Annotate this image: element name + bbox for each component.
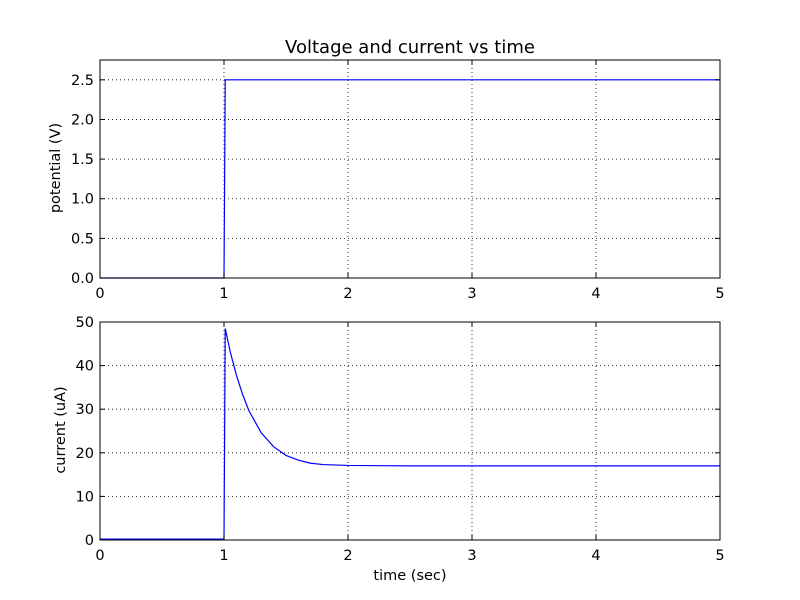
- current-axes-frame: [99, 321, 721, 541]
- current-series-line: [100, 328, 720, 540]
- y-axis-label-current: current (uA): [53, 386, 69, 473]
- current-x-tick-label: 4: [591, 548, 600, 564]
- current-y-tick-label: 0: [85, 533, 94, 549]
- voltage-y-tick-label: 0.5: [71, 231, 94, 247]
- current-y-tick-label: 50: [76, 315, 94, 331]
- voltage-axes-frame: [99, 59, 721, 279]
- current-x-tick-label: 0: [95, 548, 104, 564]
- x-axis-label: time (sec): [373, 568, 446, 584]
- y-axis-label-potential: potential (V): [48, 123, 64, 213]
- voltage-x-tick-label: 2: [343, 286, 352, 302]
- voltage-x-tick-label: 3: [467, 286, 476, 302]
- voltage-y-tick-label: 2.5: [71, 73, 94, 89]
- voltage-subplot: 0 1 2 3 4 5 0.0 0.5 1.0 1.5 2.0 2.5: [71, 59, 725, 302]
- current-x-tick-label: 5: [715, 548, 724, 564]
- voltage-x-tick-label: 4: [591, 286, 600, 302]
- chart-title: Voltage and current vs time: [285, 37, 535, 58]
- voltage-y-tick-label: 0.0: [71, 271, 94, 287]
- voltage-x-tick-label: 0: [95, 286, 104, 302]
- current-y-tick-label: 20: [76, 446, 94, 462]
- current-y-tick-label: 30: [76, 402, 94, 418]
- voltage-y-tick-label: 1.0: [71, 192, 94, 208]
- current-y-tick-label: 40: [76, 359, 94, 375]
- voltage-x-tick-label: 1: [219, 286, 228, 302]
- voltage-y-tick-label: 2.0: [71, 112, 94, 128]
- voltage-y-tick-label: 1.5: [71, 152, 94, 168]
- current-x-tick-label: 3: [467, 548, 476, 564]
- current-x-tick-label: 1: [219, 548, 228, 564]
- voltage-x-tick-label: 5: [715, 286, 724, 302]
- current-x-tick-label: 2: [343, 548, 352, 564]
- current-y-tick-label: 10: [76, 489, 94, 505]
